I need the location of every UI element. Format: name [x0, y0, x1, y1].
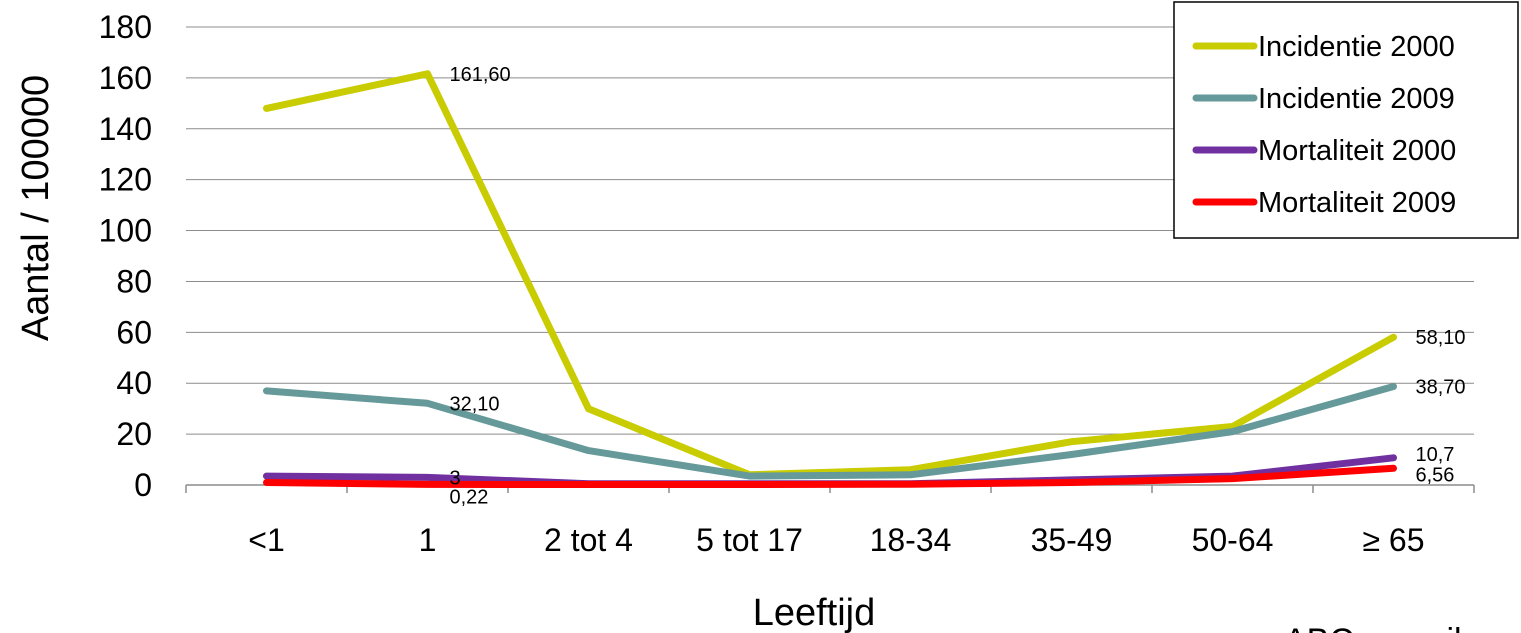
- y-axis-title: Aantal / 100000: [15, 75, 57, 341]
- x-axis-title: Leeftijd: [753, 592, 876, 633]
- data-label: 6,56: [1416, 464, 1455, 486]
- legend-label: Incidentie 2009: [1258, 83, 1455, 115]
- y-tick-label: 80: [116, 263, 152, 299]
- y-tick-label: 140: [99, 111, 152, 147]
- legend-label: Mortaliteit 2009: [1258, 187, 1456, 219]
- footer-text: ABC surveil: [1284, 622, 1462, 633]
- data-label: 3: [450, 467, 461, 489]
- y-tick-label: 60: [116, 314, 152, 350]
- y-tick-label: 40: [116, 365, 152, 401]
- series-line-2: [263, 383, 1397, 480]
- data-label: 10,7: [1416, 444, 1455, 466]
- x-tick-label: 35-49: [1031, 522, 1113, 558]
- y-tick-label: 180: [99, 9, 152, 45]
- legend-label: Mortaliteit 2000: [1258, 135, 1456, 167]
- y-tick-label: 0: [134, 467, 152, 503]
- x-tick-label: 1: [419, 522, 437, 558]
- y-tick-label: 160: [99, 60, 152, 96]
- x-tick-label: <1: [248, 522, 284, 558]
- y-axis-ticks: 0 20 40 60 80 100 120 140 160 180: [99, 9, 152, 503]
- x-axis-ticks: <1 1 2 tot 4 5 tot 17 18-34 35-49 50-64 ≥ 65: [185, 485, 1475, 558]
- data-label: 32,10: [450, 393, 500, 415]
- legend: Incidentie 2000 Incidentie 2009 Mortalitei…: [1173, 1, 1519, 239]
- y-tick-label: 100: [99, 213, 152, 249]
- data-label: 0,22: [450, 486, 489, 508]
- series-lines: [263, 70, 1397, 488]
- y-tick-label: 120: [99, 162, 152, 198]
- data-labels: 161,60 58,10 32,10 38,70 3 10,7 0,22 6,56: [450, 64, 1466, 509]
- x-tick-label: 2 tot 4: [544, 522, 633, 558]
- x-tick-label: 5 tot 17: [696, 522, 803, 558]
- x-tick-label: 18-34: [870, 522, 952, 558]
- data-label: 161,60: [450, 64, 511, 86]
- series-line-4: [263, 464, 1397, 488]
- legend-label: Incidentie 2000: [1258, 31, 1455, 63]
- x-tick-label: 50-64: [1192, 522, 1274, 558]
- x-tick-label: ≥ 65: [1362, 522, 1424, 558]
- data-label: 38,70: [1416, 377, 1466, 399]
- data-label: 58,10: [1416, 327, 1466, 349]
- gridlines: [186, 26, 1474, 435]
- y-tick-label: 20: [116, 416, 152, 452]
